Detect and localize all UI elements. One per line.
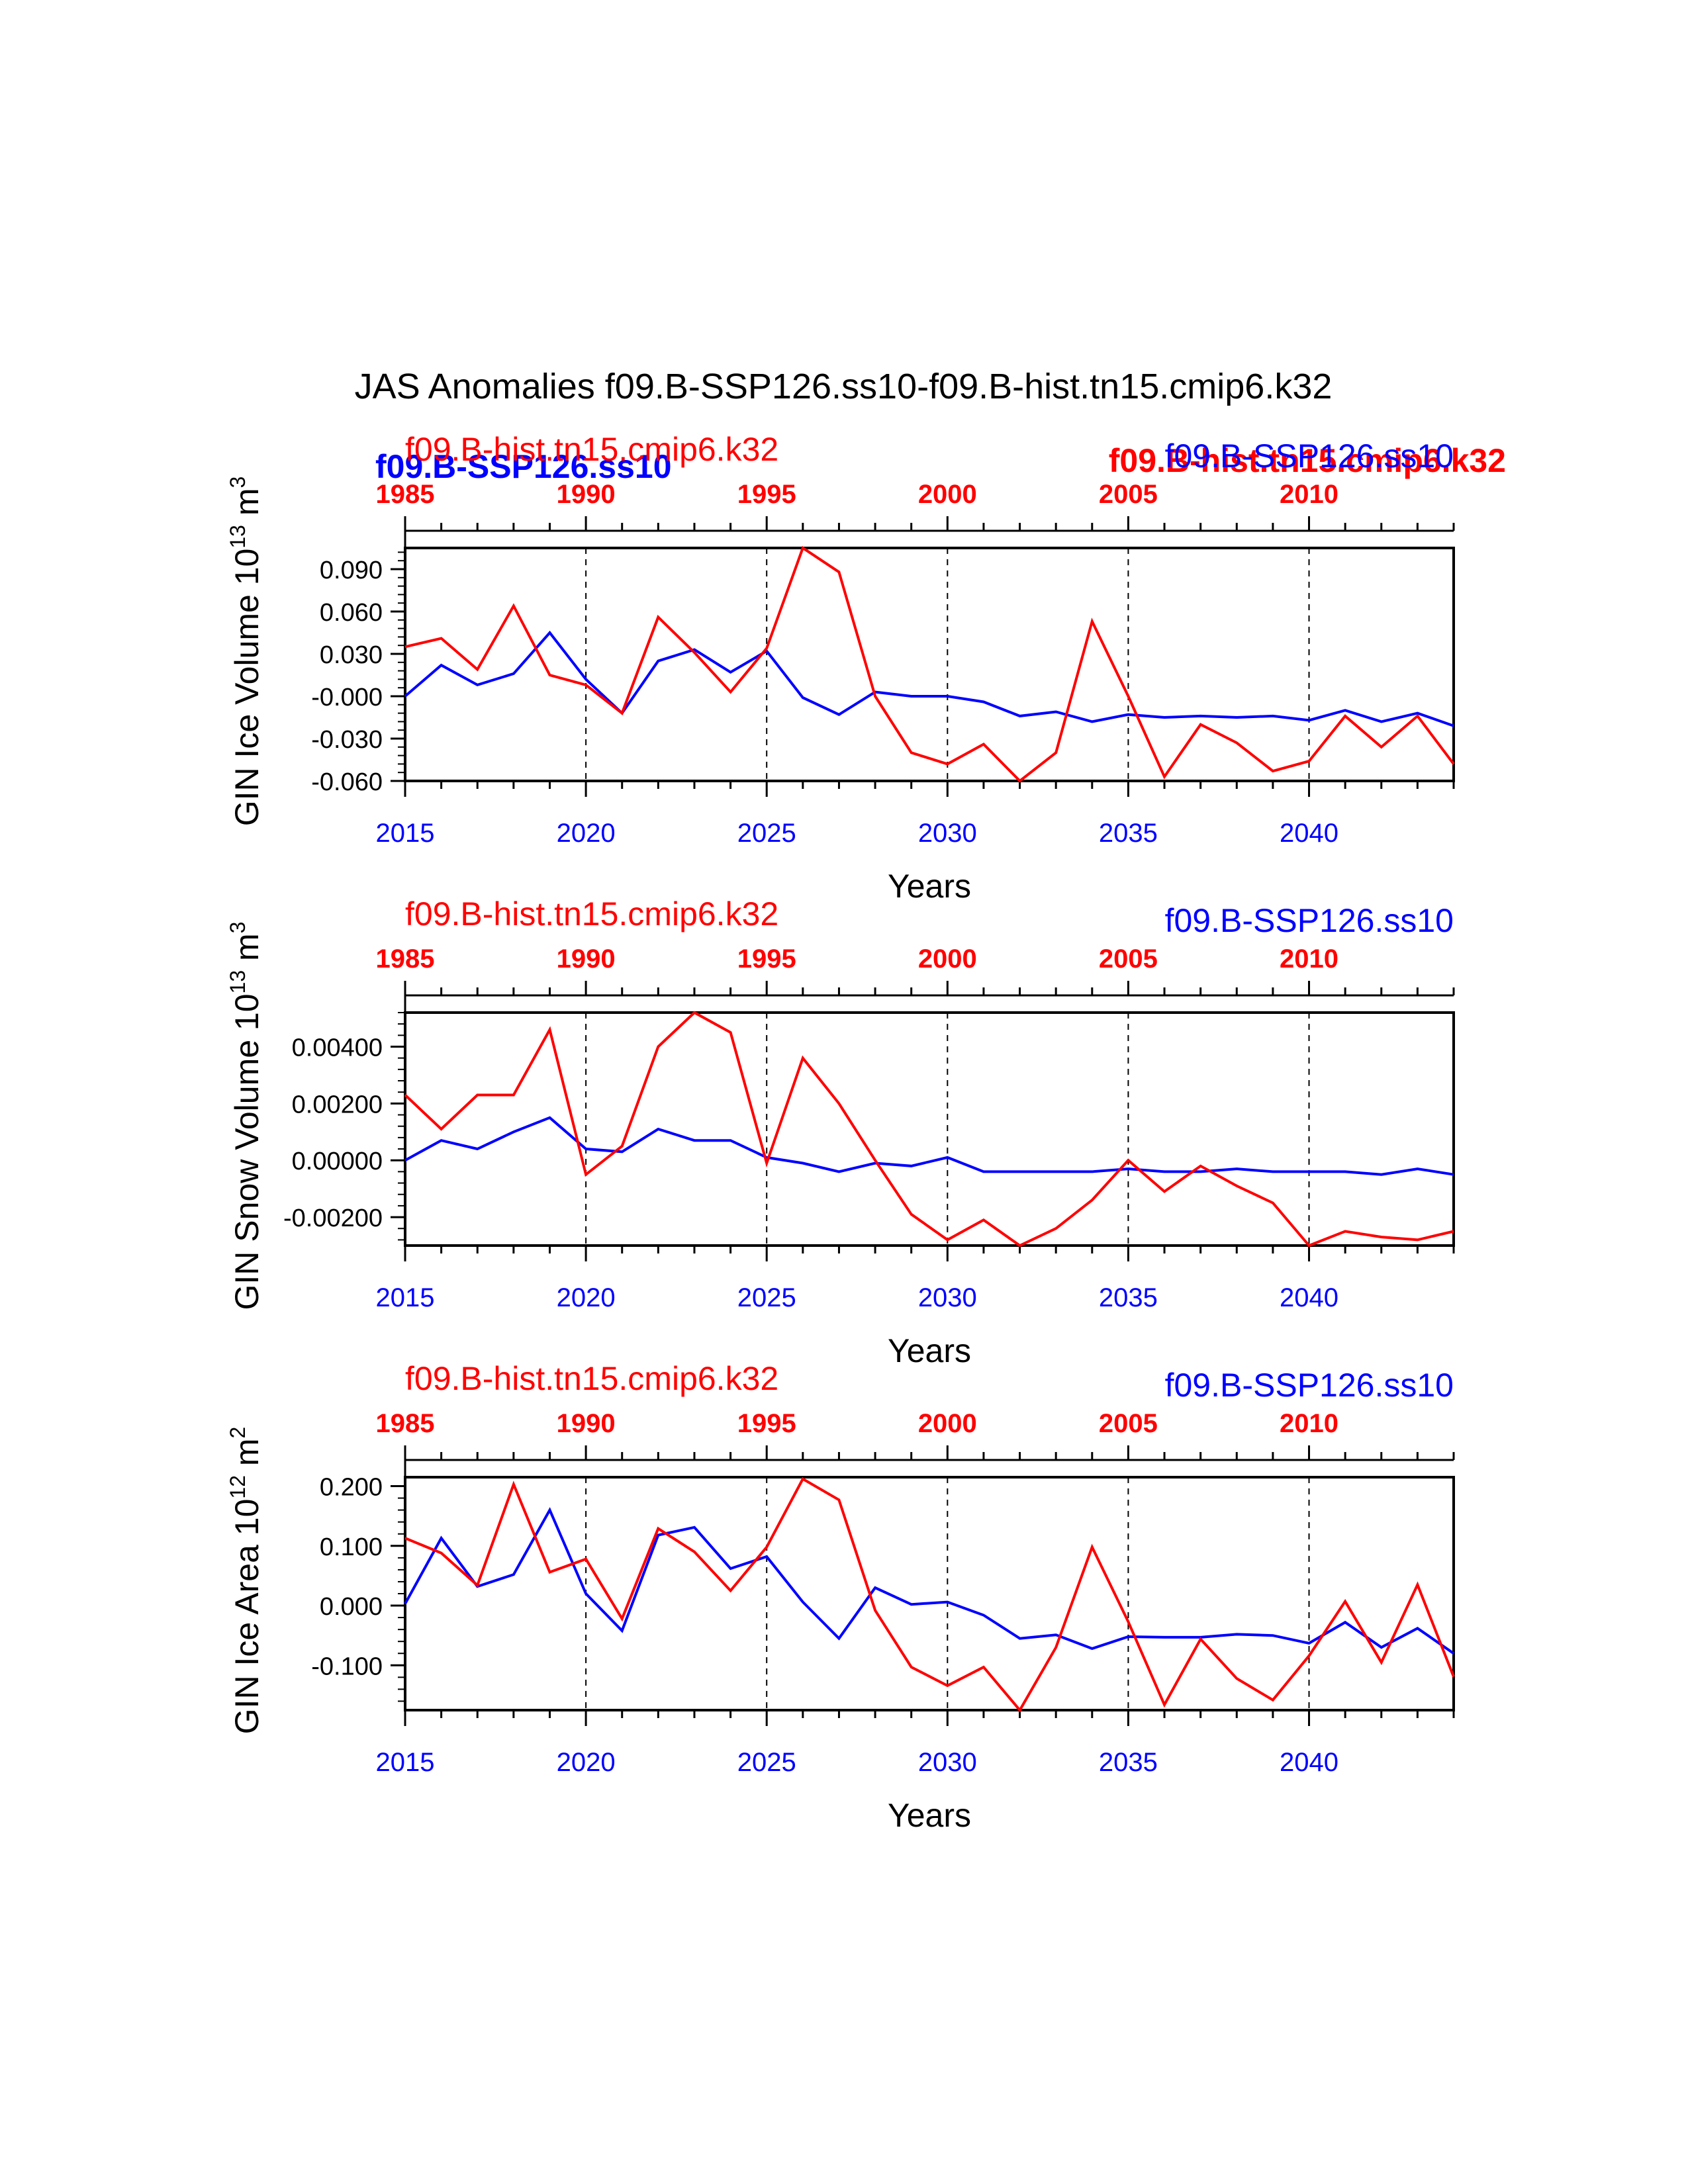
top-tick-label: 1985 [376,1409,435,1438]
series-line-ssp [404,630,1454,727]
top-tick-label: 1990 [557,480,616,509]
y-tick-label: 0.090 [320,557,383,584]
y-axis-label-exponent: 13 [226,525,250,549]
x-tick-label: 2020 [557,1283,616,1312]
y-axis-label: GIN Ice Area 1012 m2 [226,1427,265,1735]
y-tick-label: 0.200 [320,1474,383,1502]
x-tick-label: 2040 [1280,819,1338,848]
series-line-ssp [404,1116,1454,1176]
x-tick-label: 2035 [1099,1748,1158,1777]
x-tick-label: 2015 [376,1748,435,1777]
y-tick-label: 0.00400 [292,1034,383,1062]
x-tick-label: 2040 [1280,1748,1338,1777]
y-tick-label: 0.00200 [292,1091,383,1118]
y-tick-label: 0.030 [320,641,383,669]
y-axis-label-unit: m [228,933,265,970]
plot-frame [404,1011,1455,1247]
y-tick-label: -0.00200 [283,1205,383,1232]
x-tick-label: 2020 [557,819,616,848]
series-line-hist [404,1477,1455,1713]
legend-ssp-label: f09.B-SSP126.ss10 [1165,902,1454,939]
y-axis-label-unit-exponent: 3 [226,922,250,934]
y-tick-label: -0.030 [311,726,383,754]
x-tick-label: 2025 [737,1748,796,1777]
y-tick-label: 0.000 [320,1593,383,1621]
x-tick-label: 2025 [737,1283,796,1312]
x-tick-label: 2030 [918,819,977,848]
y-axis-label-main: GIN Ice Volume 10 [228,549,265,827]
y-tick-label: 0.100 [320,1533,383,1561]
y-tick-label: 0.00000 [292,1148,383,1175]
legend-hist-label: f09.B-hist.tn15.cmip6.k32 [405,1360,778,1397]
y-axis-label: GIN Snow Volume 1013 m3 [226,922,265,1310]
x-tick-label: 2030 [918,1283,977,1312]
top-tick-label: 2005 [1099,944,1158,974]
plot-frame [404,547,1455,782]
legend-hist-label: f09.B-hist.tn15.cmip6.k32 [405,895,778,933]
top-tick-label: 2010 [1280,944,1338,974]
legend-ssp-label: f09.B-SSP126.ss10 [1165,437,1454,475]
y-tick-label: 0.060 [320,599,383,627]
top-tick-label: 1985 [376,480,435,509]
x-tick-label: 2015 [376,1283,435,1312]
top-tick-label: 2010 [1280,480,1338,509]
top-tick-label: 2005 [1099,480,1158,509]
legend-ssp-bold: f09.B-SSP126.ss10 [375,448,672,485]
y-axis-label-unit-exponent: 3 [226,477,250,488]
top-tick-label: 2000 [918,1409,977,1438]
chart-panel-ice-volume: f09.B-hist.tn15.cmip6.k32 f09.B-SSP126.ss… [226,431,1455,905]
series-line-hist [404,545,1455,783]
top-tick-label: 2005 [1099,1409,1158,1438]
x-tick-label: 2035 [1099,819,1158,848]
x-tick-label: 2015 [376,819,435,848]
y-axis-label-unit: m [228,1438,265,1475]
x-tick-label: 2030 [918,1748,977,1777]
y-axis-label-exponent: 13 [226,970,250,994]
legend-hist-bold: f09.B-hist.tn15.cmip6.k32 [1109,442,1506,479]
x-tick-label: 2040 [1280,1283,1338,1312]
x-axis-label: Years [888,1332,971,1369]
series-line-hist [404,1011,1454,1248]
y-tick-label: -0.100 [311,1653,383,1680]
y-axis-label-unit: m [228,488,265,525]
x-axis-label: Years [888,868,971,905]
y-axis-label-exponent: 12 [226,1475,250,1499]
legend-hist-label: f09.B-hist.tn15.cmip6.k32 [405,431,778,468]
top-tick-label: 1995 [737,944,796,974]
y-axis-label-main: GIN Ice Area 10 [228,1499,265,1735]
x-axis-label: Years [888,1797,971,1834]
x-tick-label: 2020 [557,1748,616,1777]
x-tick-label: 2035 [1099,1283,1158,1312]
y-axis-label-unit-exponent: 2 [226,1427,250,1439]
x-tick-label: 2025 [737,819,796,848]
series-line-ssp [404,1507,1455,1655]
chart-panel-ice-area: f09.B-hist.tn15.cmip6.k32 f09.B-SSP126.ss… [226,1360,1455,1834]
top-tick-label: 2010 [1280,1409,1338,1438]
top-tick-label: 1995 [737,1409,796,1438]
y-tick-label: -0.060 [311,768,383,796]
chart-panel-snow-volume: f09.B-hist.tn15.cmip6.k32 f09.B-SSP126.ss… [226,895,1455,1369]
y-tick-label: -0.000 [311,684,383,711]
top-tick-label: 1995 [737,480,796,509]
top-tick-label: 2000 [918,480,977,509]
figure-title: JAS Anomalies f09.B-SSP126.ss10-f09.B-hi… [355,367,1333,406]
legend-ssp-label: f09.B-SSP126.ss10 [1165,1367,1454,1404]
top-tick-label: 1990 [557,944,616,974]
top-tick-label: 1985 [376,944,435,974]
top-tick-label: 2000 [918,944,977,974]
y-axis-label: GIN Ice Volume 1013 m3 [226,477,265,827]
y-axis-label-main: GIN Snow Volume 10 [228,993,265,1310]
top-tick-label: 1990 [557,1409,616,1438]
